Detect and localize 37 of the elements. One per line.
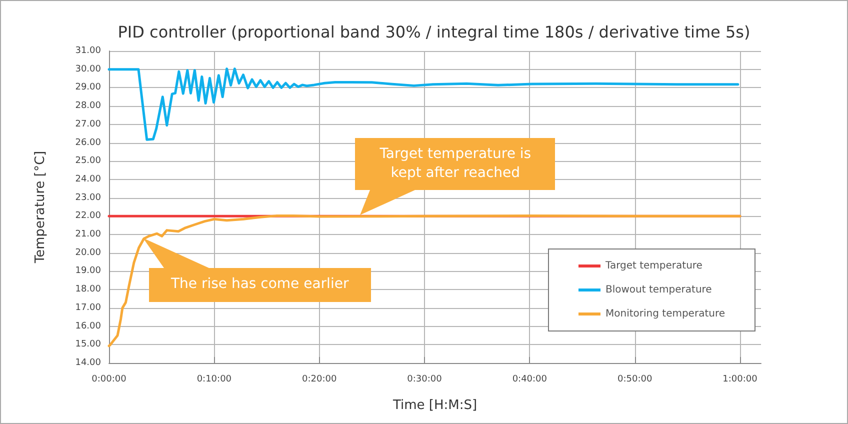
y-tick-label: 28.00 (75, 101, 102, 112)
x-tick-label: 0:00:00 (92, 374, 127, 384)
callout: Target temperature is kept after reached (355, 138, 556, 216)
y-tick-label: 30.00 (75, 64, 102, 74)
y-tick-label: 15.00 (75, 340, 102, 350)
legend-label: Target temperature (604, 260, 702, 272)
x-axis-title: Time [H:M:S] (392, 398, 478, 413)
x-tick-label: 0:50:00 (617, 374, 652, 384)
callout: The rise has come earlier (142, 238, 371, 302)
y-tick-label: 19.00 (75, 266, 102, 276)
legend-label: Monitoring temperature (605, 308, 726, 320)
x-tick-label: 0:40:00 (512, 374, 548, 384)
y-tick-label: 14.00 (75, 358, 102, 368)
legend-label: Blowout temperature (605, 284, 712, 296)
chart-title: PID controller (proportional band 30% / integral time 180s / derivative time 5s) (118, 22, 750, 42)
y-tick-label: 22.00 (75, 211, 102, 222)
y-tick-label: 16.00 (75, 321, 102, 332)
line-series (108, 68, 740, 141)
y-tick-label: 23.00 (75, 192, 102, 203)
x-tick-label: 1:00:00 (722, 374, 758, 384)
x-tick-label: 0:10:00 (196, 374, 232, 384)
y-tick-label: 31.00 (75, 46, 102, 56)
y-tick-label: 24.00 (75, 174, 102, 184)
y-tick-label: 17.00 (75, 302, 102, 313)
y-tick-label: 29.00 (75, 82, 102, 93)
x-tick-label: 0:30:00 (407, 374, 442, 384)
y-axis-title: Temperature [°C] (33, 150, 48, 264)
annotation: The rise has come earlier (148, 268, 371, 302)
line-series (108, 214, 742, 348)
y-tick-label: 25.00 (75, 156, 102, 166)
x-tick-label: 0:20:00 (302, 374, 337, 384)
y-tick-label: 20.00 (75, 248, 102, 258)
y-tick-label: 18.00 (75, 284, 102, 295)
y-tick-label: 21.00 (75, 230, 102, 240)
y-tick-label: 26.00 (75, 138, 102, 148)
annotation: Target temperature is kept after reached (355, 138, 556, 190)
y-tick-label: 27.00 (75, 119, 102, 130)
